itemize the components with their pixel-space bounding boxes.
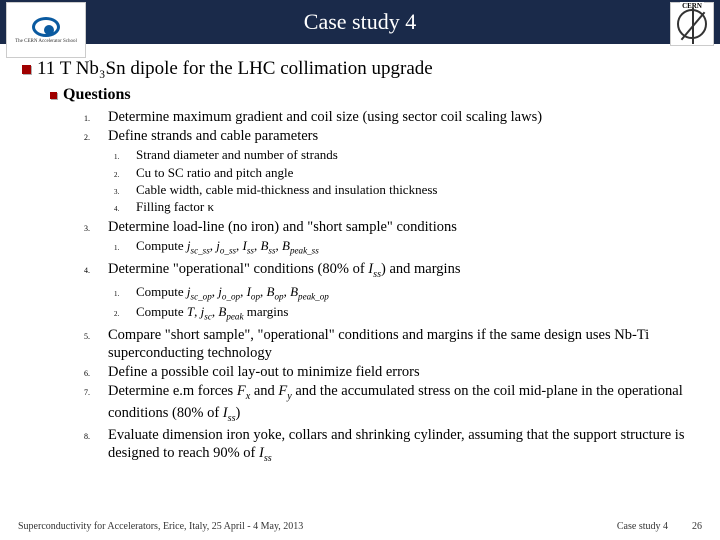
sub-text: Compute jsc_op, jo_op, Iop, Bop, Bpeak_o…: [136, 284, 329, 303]
sub-item: 1.Compute jsc_op, jo_op, Iop, Bop, Bpeak…: [114, 284, 692, 303]
footer-case-label: Case study 4: [617, 521, 668, 532]
sub-text: Cable width, cable mid-thickness and ins…: [136, 182, 437, 198]
bullet-icon: [22, 65, 31, 74]
cas-logo: The CERN Accelerator School: [6, 2, 86, 58]
item-text: Determine "operational" conditions (80% …: [108, 260, 460, 282]
item-text: Define strands and cable parameters: [108, 127, 318, 145]
item-number: 5.: [84, 332, 108, 341]
item-number: 2.: [84, 133, 108, 142]
sub-text: Compute jsc_ss, jo_ss, Iss, Bss, Bpeak_s…: [136, 238, 319, 257]
item-number: 7.: [84, 388, 108, 397]
sub-item: 1.Strand diameter and number of strands: [114, 147, 692, 163]
question-item: 1.Determine maximum gradient and coil si…: [84, 108, 692, 126]
item-text: Define a possible coil lay-out to minimi…: [108, 363, 420, 381]
question-item: 4.Determine "operational" conditions (80…: [84, 260, 692, 282]
question-list: 1.Determine maximum gradient and coil si…: [84, 108, 692, 466]
sub-heading: Questions: [50, 86, 692, 104]
question-item: 8.Evaluate dimension iron yoke, collars …: [84, 426, 692, 466]
item-text: Determine e.m forces Fx and Fy and the a…: [108, 382, 692, 425]
bullet-icon: [50, 92, 57, 99]
sub-text: Cu to SC ratio and pitch angle: [136, 165, 293, 181]
cas-logo-subtitle: The CERN Accelerator School: [15, 39, 77, 44]
sub-number: 2.: [114, 310, 136, 318]
page-number: 26: [692, 521, 702, 532]
item-text: Determine maximum gradient and coil size…: [108, 108, 542, 126]
sub-number: 1.: [114, 244, 136, 252]
sub-number: 1.: [114, 153, 136, 161]
slide-title: Case study 4: [0, 9, 720, 35]
sub-list: 1.Strand diameter and number of strands2…: [114, 147, 692, 215]
sub-text: Compute T, jsc, Bpeak margins: [136, 304, 288, 323]
sub-number: 4.: [114, 205, 136, 213]
item-text: Compare "short sample", "operational" co…: [108, 326, 692, 362]
sub-item: 2.Compute T, jsc, Bpeak margins: [114, 304, 692, 323]
sub-list: 1.Compute jsc_op, jo_op, Iop, Bop, Bpeak…: [114, 284, 692, 323]
sub-item: 2.Cu to SC ratio and pitch angle: [114, 165, 692, 181]
cern-logo: CERN: [670, 2, 714, 46]
question-item: 6.Define a possible coil lay-out to mini…: [84, 363, 692, 381]
item-number: 6.: [84, 369, 108, 378]
header: The CERN Accelerator School Case study 4…: [0, 0, 720, 44]
question-item: 7.Determine e.m forces Fx and Fy and the…: [84, 382, 692, 425]
question-item: 5.Compare "short sample", "operational" …: [84, 326, 692, 362]
sub-number: 2.: [114, 171, 136, 179]
sub-list: 1.Compute jsc_ss, jo_ss, Iss, Bss, Bpeak…: [114, 238, 692, 257]
item-number: 4.: [84, 266, 108, 275]
item-number: 8.: [84, 432, 108, 441]
question-item: 2.Define strands and cable parameters: [84, 127, 692, 145]
sub-item: 3.Cable width, cable mid-thickness and i…: [114, 182, 692, 198]
sub-number: 3.: [114, 188, 136, 196]
sub-text: Strand diameter and number of strands: [136, 147, 338, 163]
sub-text: Filling factor κ: [136, 199, 214, 215]
sub-number: 1.: [114, 290, 136, 298]
item-text: Evaluate dimension iron yoke, collars an…: [108, 426, 692, 466]
sub-item: 1.Compute jsc_ss, jo_ss, Iss, Bss, Bpeak…: [114, 238, 692, 257]
footer-left: Superconductivity for Accelerators, Eric…: [18, 521, 303, 532]
content: 11 T Nb₃Sn dipole for the LHC collimatio…: [0, 44, 720, 466]
footer: Superconductivity for Accelerators, Eric…: [0, 521, 720, 532]
main-heading: 11 T Nb₃Sn dipole for the LHC collimatio…: [22, 58, 692, 80]
item-number: 3.: [84, 224, 108, 233]
item-number: 1.: [84, 114, 108, 123]
item-text: Determine load-line (no iron) and "short…: [108, 218, 457, 236]
question-item: 3.Determine load-line (no iron) and "sho…: [84, 218, 692, 236]
sub-item: 4.Filling factor κ: [114, 199, 692, 215]
